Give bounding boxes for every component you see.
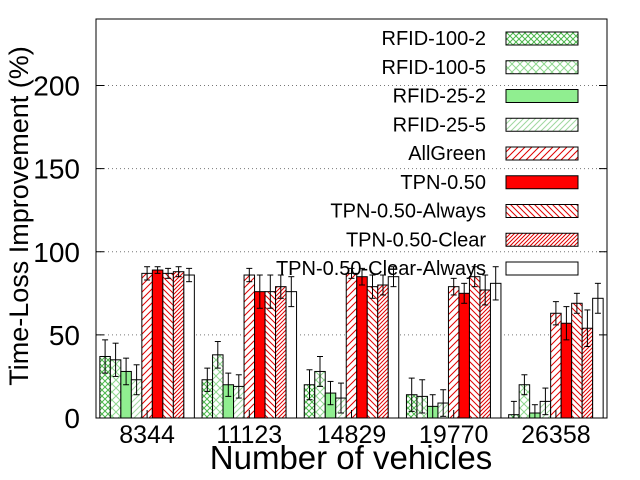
y-tick-label: 50: [49, 320, 80, 351]
error-bar: [359, 267, 365, 286]
error-bar: [327, 380, 334, 406]
x-tick-label: 19770: [419, 421, 489, 449]
bar-tpn-0-50-11123: [254, 291, 266, 419]
y-axis-title: Time-Loss Improvement (%): [4, 46, 34, 386]
bar-allgreen-26358: [550, 312, 562, 419]
error-bar: [390, 266, 397, 288]
legend-label: RFID-100-5: [382, 57, 486, 79]
legend-swatch: [505, 204, 579, 218]
error-bar: [369, 274, 376, 299]
bar-allgreen-14829: [345, 272, 358, 419]
error-bar: [450, 277, 457, 296]
error-bar: [102, 339, 109, 374]
legend-label: TPN-0.50-Clear: [346, 229, 486, 251]
error-bar: [306, 369, 313, 401]
bar-tpn-0-50-always-19770: [468, 276, 481, 419]
bar-tpn-0-50-always-11123: [264, 291, 277, 419]
x-tick-label: 26358: [521, 421, 591, 449]
legend-swatch: [505, 117, 579, 132]
error-bar: [542, 387, 549, 416]
x-axis-title: Number of vehicles: [210, 439, 492, 476]
legend-swatch: [505, 232, 579, 247]
y-tick-label: 200: [33, 71, 80, 102]
bar-allgreen-19770: [447, 286, 460, 419]
error-bar: [165, 267, 172, 279]
bar-tpn-0-50-clear-always-8344: [183, 274, 195, 419]
error-bar: [123, 357, 130, 386]
error-bar: [267, 274, 274, 309]
error-bar: [235, 374, 242, 399]
bar-tpn-0-50-19770: [458, 292, 470, 419]
error-bar: [256, 274, 263, 309]
x-tick-label: 8344: [119, 421, 175, 449]
legend-swatch: [505, 31, 579, 46]
legend-label: TPN-0.50: [400, 172, 486, 194]
error-bar: [573, 292, 580, 314]
error-bar: [584, 309, 591, 348]
error-bar: [175, 266, 182, 278]
legend-label: RFID-100-2: [382, 28, 486, 50]
error-bar: [552, 301, 559, 326]
legend-label: RFID-25-5: [393, 114, 486, 136]
bar-tpn-0-50-clear-8344: [172, 271, 185, 419]
axis-ticks: 0 50 100 150 200 8344 11123 14829 19770 26358: [33, 71, 607, 449]
bars: [99, 266, 604, 419]
error-bar: [112, 342, 119, 377]
error-bar: [419, 379, 426, 414]
legend: RFID-100-2 RFID-100-5 RFID-25-2 RFID-25-5 Al…: [276, 28, 579, 280]
y-tick-label: 150: [33, 154, 80, 185]
bar-tpn-0-50-always-26358: [571, 302, 583, 419]
bar-allgreen-11123: [243, 274, 256, 419]
y-tick-label: 0: [64, 403, 80, 434]
bar-tpn-0-50-clear-always-11123: [285, 291, 298, 419]
error-bar: [482, 274, 489, 306]
bar-tpn-0-50-clear-always-19770: [489, 282, 502, 419]
legend-swatch: [505, 261, 579, 276]
error-bar: [317, 355, 323, 387]
error-bar: [563, 306, 570, 341]
legend-label: TPN-0.50-Always: [330, 201, 486, 223]
error-bar: [133, 364, 140, 396]
bar-tpn-0-50-always-14829: [366, 286, 379, 419]
error-bar: [154, 266, 161, 274]
error-bar: [214, 341, 221, 369]
error-bar: [521, 374, 528, 396]
error-bar: [338, 382, 344, 414]
bar-tpn-0-50-8344: [151, 269, 164, 419]
bar-tpn-0-50-clear-14829: [377, 284, 389, 419]
error-bar: [594, 282, 601, 314]
error-bar: [380, 274, 386, 296]
error-bar: [144, 266, 151, 281]
legend-label: TPN-0.50-Clear-Always: [276, 258, 486, 280]
error-bar: [277, 274, 284, 299]
error-bar: [288, 276, 295, 308]
x-tick-label: 11123: [216, 421, 282, 449]
error-bar: [225, 372, 232, 397]
bar-tpn-0-50-clear-always-26358: [592, 297, 604, 419]
bar-tpn-0-50-always-8344: [162, 272, 174, 419]
bar-tpn-0-50-14829: [356, 276, 368, 419]
error-bar: [204, 367, 211, 392]
error-bar: [348, 267, 355, 279]
error-bar: [246, 267, 253, 283]
bar-tpn-0-50-clear-always-14829: [387, 276, 400, 419]
x-tick-label: 14829: [317, 421, 387, 449]
legend-swatch: [505, 89, 579, 103]
error-bar: [492, 266, 499, 301]
legend-swatch: [505, 175, 579, 190]
bar-tpn-0-50-clear-19770: [479, 289, 491, 419]
error-bar: [471, 266, 478, 288]
bar-allgreen-8344: [141, 272, 153, 419]
error-bar: [440, 389, 447, 417]
legend-swatch: [505, 60, 579, 75]
y-tick-label: 100: [33, 237, 80, 268]
bar-tpn-0-50-clear-11123: [275, 286, 287, 419]
legend-label: RFID-25-2: [393, 86, 486, 108]
legend-swatch: [505, 146, 579, 161]
error-bar: [186, 267, 193, 283]
error-bar: [461, 282, 468, 304]
error-bar: [408, 377, 415, 412]
legend-label: AllGreen: [408, 143, 486, 165]
